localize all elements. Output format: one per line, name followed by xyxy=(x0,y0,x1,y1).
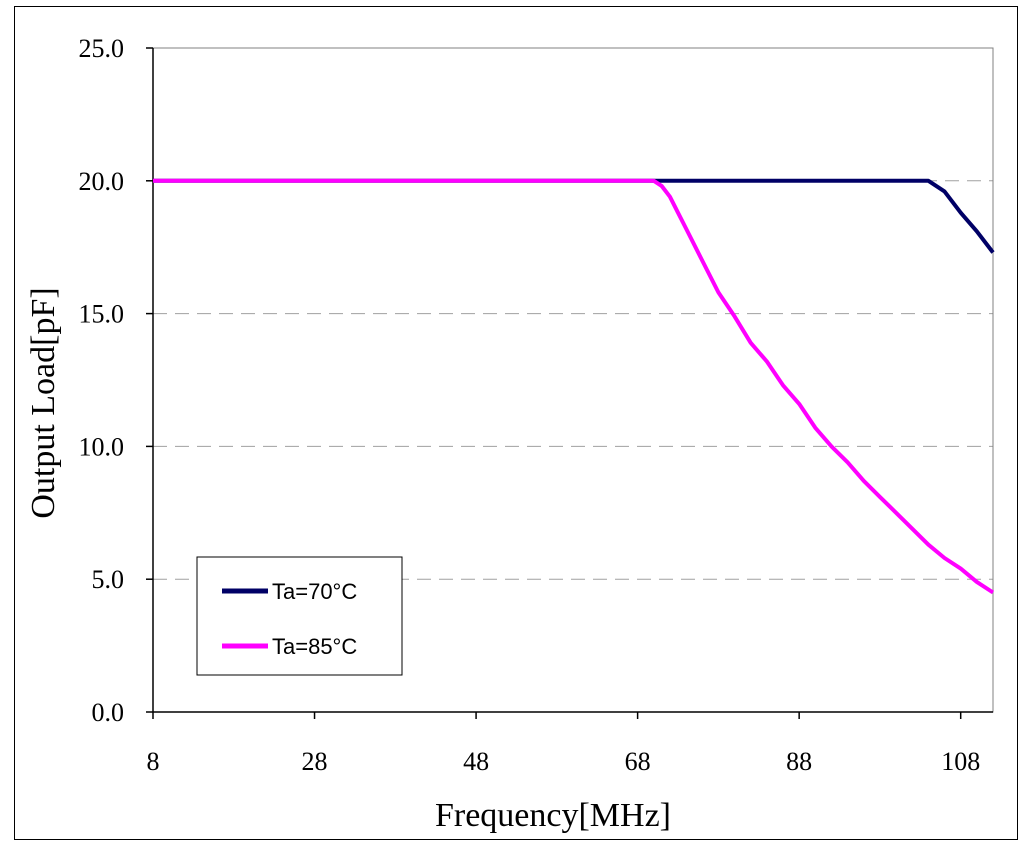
legend-label-ta85: Ta=85°C xyxy=(272,634,357,659)
y-tick-label: 0.0 xyxy=(92,698,125,727)
x-tick-label: 48 xyxy=(463,747,489,776)
legend: Ta=70°C Ta=85°C xyxy=(196,556,403,676)
x-tick-label: 28 xyxy=(302,747,328,776)
y-tick-label: 25.0 xyxy=(79,34,125,63)
x-tick-label: 108 xyxy=(941,747,980,776)
series-line-0 xyxy=(153,178,995,254)
x-tick-label: 68 xyxy=(625,747,651,776)
y-tick-labels: 0.0 5.0 10.0 15.0 20.0 25.0 xyxy=(79,34,125,727)
y-tick-label: 5.0 xyxy=(92,565,125,594)
x-tick-labels: 8 28 48 68 88 108 xyxy=(147,747,981,776)
x-tick-label: 88 xyxy=(786,747,812,776)
y-tick-label: 15.0 xyxy=(79,300,125,329)
grid-lines xyxy=(153,180,993,580)
legend-box xyxy=(196,556,403,676)
x-tick-label: 8 xyxy=(147,747,160,776)
x-axis-title: Frequency[MHz] xyxy=(435,797,671,834)
series-line-1 xyxy=(153,178,995,595)
legend-label-ta70: Ta=70°C xyxy=(272,579,357,604)
y-tick-label: 20.0 xyxy=(79,167,125,196)
chart-frame xyxy=(14,6,1018,840)
y-tick-label: 10.0 xyxy=(79,432,125,461)
series-lines xyxy=(153,178,995,595)
axes xyxy=(146,47,993,719)
y-axis-title: Output Load[pF] xyxy=(25,287,62,518)
